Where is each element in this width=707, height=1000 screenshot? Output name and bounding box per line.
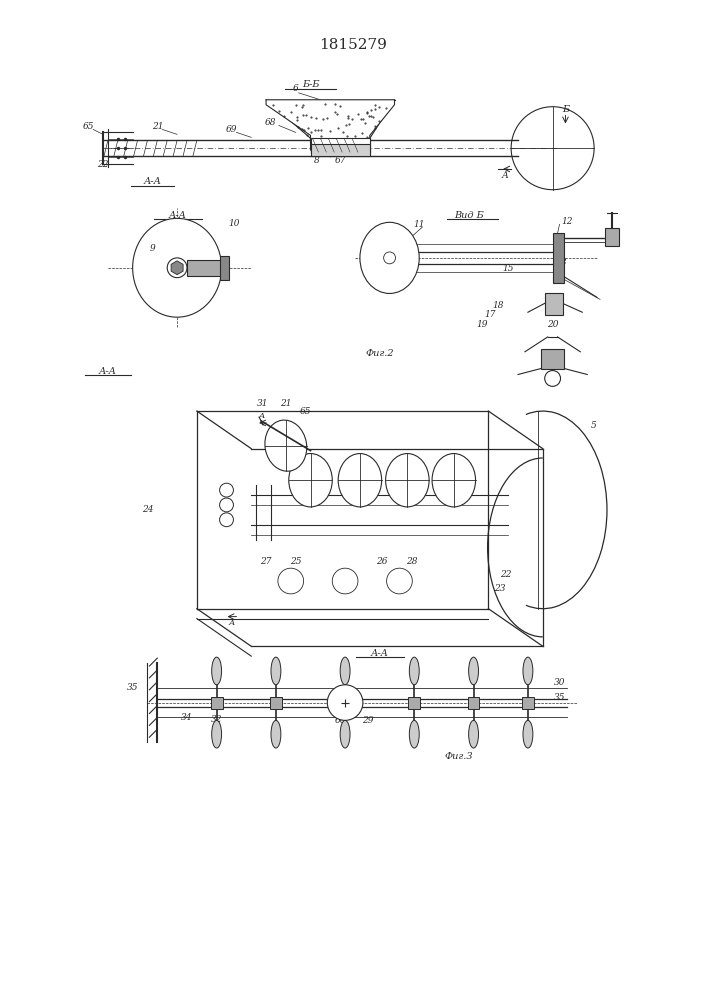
Text: 20: 20	[547, 320, 559, 329]
Text: 1815279: 1815279	[319, 38, 387, 52]
Polygon shape	[266, 100, 395, 150]
Ellipse shape	[469, 657, 479, 685]
Text: 22: 22	[501, 570, 512, 579]
Ellipse shape	[523, 720, 533, 748]
Ellipse shape	[338, 454, 382, 507]
Text: 66: 66	[334, 716, 346, 725]
Text: Фиг.3: Фиг.3	[445, 752, 473, 761]
Text: 8: 8	[314, 156, 320, 165]
Text: 67: 67	[334, 156, 346, 165]
Ellipse shape	[271, 720, 281, 748]
Text: 16: 16	[550, 293, 561, 302]
Circle shape	[220, 513, 233, 527]
Bar	[187, 260, 221, 276]
Text: 34: 34	[181, 713, 193, 722]
Text: 6: 6	[293, 84, 298, 93]
Ellipse shape	[523, 657, 533, 685]
Text: 23: 23	[494, 584, 506, 593]
Text: 65: 65	[300, 407, 311, 416]
Bar	[467, 697, 479, 709]
Text: 17: 17	[484, 310, 496, 319]
Bar	[270, 697, 282, 709]
Text: 35: 35	[127, 683, 139, 692]
Text: 35: 35	[554, 693, 566, 702]
Ellipse shape	[211, 657, 221, 685]
Circle shape	[327, 685, 363, 720]
Text: 19: 19	[477, 320, 489, 329]
Bar	[541, 349, 564, 369]
Text: Фиг.2: Фиг.2	[366, 349, 394, 358]
Bar	[544, 293, 563, 315]
Bar	[310, 138, 370, 152]
Text: 31: 31	[257, 399, 269, 408]
Text: 24: 24	[141, 505, 153, 514]
Text: 27: 27	[260, 557, 271, 566]
Text: 13: 13	[556, 258, 567, 267]
Text: 65: 65	[83, 122, 94, 131]
Bar	[220, 256, 230, 280]
Ellipse shape	[360, 222, 419, 293]
Text: 5: 5	[591, 421, 597, 430]
Bar	[553, 233, 564, 283]
Ellipse shape	[409, 720, 419, 748]
Text: 7: 7	[317, 118, 323, 127]
Text: 32: 32	[211, 715, 223, 724]
Text: А: А	[259, 412, 265, 420]
Text: Б: Б	[562, 105, 569, 114]
Text: 15: 15	[503, 264, 514, 273]
Text: А: А	[502, 171, 508, 180]
Bar	[409, 697, 420, 709]
Text: 22: 22	[98, 160, 109, 169]
Bar	[522, 697, 534, 709]
Text: 29: 29	[362, 716, 373, 725]
Ellipse shape	[133, 218, 221, 317]
Text: 9: 9	[149, 244, 156, 253]
Ellipse shape	[340, 657, 350, 685]
Text: 30: 30	[554, 678, 566, 687]
Polygon shape	[171, 261, 183, 275]
Text: 21: 21	[151, 122, 163, 131]
Text: А-А: А-А	[168, 211, 186, 220]
Circle shape	[384, 252, 395, 264]
Ellipse shape	[271, 657, 281, 685]
Circle shape	[220, 483, 233, 497]
Text: 25: 25	[290, 557, 301, 566]
Bar	[310, 144, 370, 156]
Circle shape	[544, 371, 561, 386]
Text: 69: 69	[226, 125, 238, 134]
Ellipse shape	[265, 420, 307, 471]
Text: 12: 12	[561, 217, 573, 226]
Text: 28: 28	[406, 557, 417, 566]
Ellipse shape	[469, 720, 479, 748]
Text: 21: 21	[280, 399, 291, 408]
Ellipse shape	[385, 454, 429, 507]
Text: А-А: А-А	[99, 367, 117, 376]
Text: Б-Б: Б-Б	[302, 80, 320, 89]
Ellipse shape	[432, 454, 476, 507]
Ellipse shape	[340, 720, 350, 748]
Text: 10: 10	[228, 219, 240, 228]
Ellipse shape	[288, 454, 332, 507]
Bar	[339, 697, 351, 709]
Text: 68: 68	[265, 118, 276, 127]
Text: 26: 26	[376, 557, 387, 566]
Ellipse shape	[211, 720, 221, 748]
Ellipse shape	[409, 657, 419, 685]
Text: 14: 14	[554, 272, 566, 281]
Text: 11: 11	[414, 220, 425, 229]
Circle shape	[220, 498, 233, 512]
Text: А-А: А-А	[370, 649, 389, 658]
Text: А-А: А-А	[144, 177, 161, 186]
Text: 18: 18	[493, 301, 504, 310]
Text: А: А	[228, 619, 235, 627]
Bar	[605, 228, 619, 246]
Text: Вид Б: Вид Б	[454, 211, 484, 220]
Bar	[211, 697, 223, 709]
